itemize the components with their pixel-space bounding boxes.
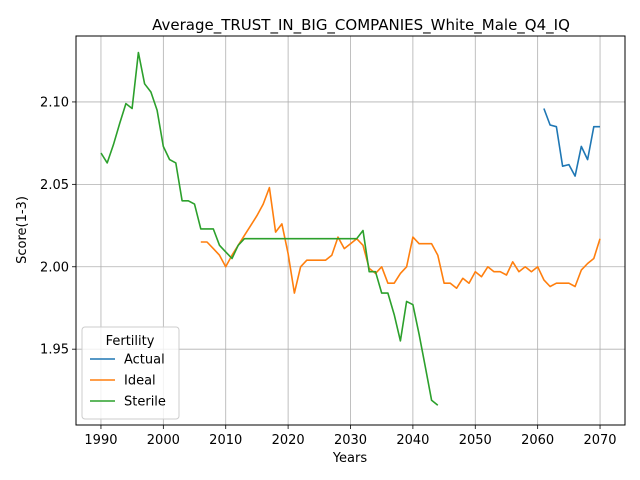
legend-label-sterile: Sterile xyxy=(124,395,166,410)
y-tick-label: 2.05 xyxy=(40,178,69,193)
x-tick-label: 2000 xyxy=(147,433,180,448)
legend-box xyxy=(81,326,180,420)
x-axis-ticks: 1990 2000 2010 2020 2030 2040 2050 2060 2070 xyxy=(84,425,617,448)
series-line-sterile xyxy=(100,51,439,406)
y-tick-label: 1.95 xyxy=(40,343,69,358)
x-tick-label: 2060 xyxy=(521,433,554,448)
series-lines xyxy=(100,51,601,406)
legend-label-ideal: Ideal xyxy=(124,374,156,389)
legend-title: Fertility xyxy=(106,334,155,349)
x-tick-label: 2050 xyxy=(459,433,492,448)
x-tick-label: 2010 xyxy=(209,433,242,448)
x-tick-label: 2020 xyxy=(272,433,305,448)
chart-title: Average_TRUST_IN_BIG_COMPANIES_White_Mal… xyxy=(152,16,570,35)
y-tick-label: 2.00 xyxy=(40,260,69,275)
series-line-ideal xyxy=(200,186,601,294)
x-tick-label: 2040 xyxy=(396,433,429,448)
x-axis-label: Years xyxy=(332,451,368,466)
legend-label-actual: Actual xyxy=(124,353,165,368)
legend: Fertility Actual Ideal Sterile xyxy=(81,326,180,420)
x-tick-label: 2070 xyxy=(583,433,616,448)
y-axis-label: Score(1-3) xyxy=(15,196,30,264)
x-tick-label: 2030 xyxy=(334,433,367,448)
y-axis-ticks: 1.95 2.00 2.05 2.10 xyxy=(40,95,76,358)
y-tick-label: 2.10 xyxy=(40,95,69,110)
series-line-actual xyxy=(543,108,600,177)
x-tick-label: 1990 xyxy=(84,433,117,448)
grid xyxy=(76,36,625,425)
